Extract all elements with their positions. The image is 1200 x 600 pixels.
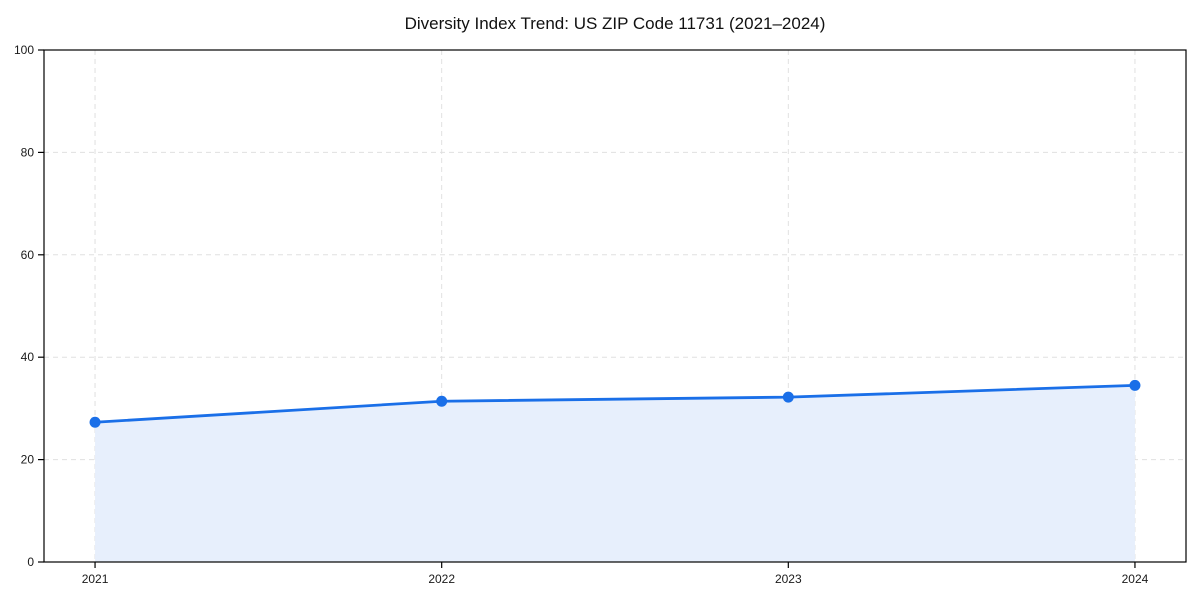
data-point-2022	[436, 395, 448, 407]
x-tick-label: 2021	[82, 572, 109, 586]
y-tick-label: 40	[21, 350, 35, 364]
data-point-2024	[1129, 379, 1141, 391]
y-tick-label: 60	[21, 248, 35, 262]
area-fill	[95, 385, 1135, 562]
x-tick-label: 2024	[1122, 572, 1149, 586]
plot-border	[43, 49, 1187, 563]
data-point-2023	[782, 391, 794, 403]
trend-line	[93, 383, 1137, 424]
y-tick-label: 100	[14, 43, 34, 57]
x-tick-label: 2023	[775, 572, 802, 586]
y-tick-label: 20	[21, 453, 35, 467]
y-tick-label: 0	[27, 555, 34, 569]
data-point-2021	[89, 416, 101, 428]
y-tick-label: 80	[21, 145, 35, 159]
x-tick-label: 2022	[428, 572, 455, 586]
chart-title: Diversity Index Trend: US ZIP Code 11731…	[404, 14, 826, 33]
